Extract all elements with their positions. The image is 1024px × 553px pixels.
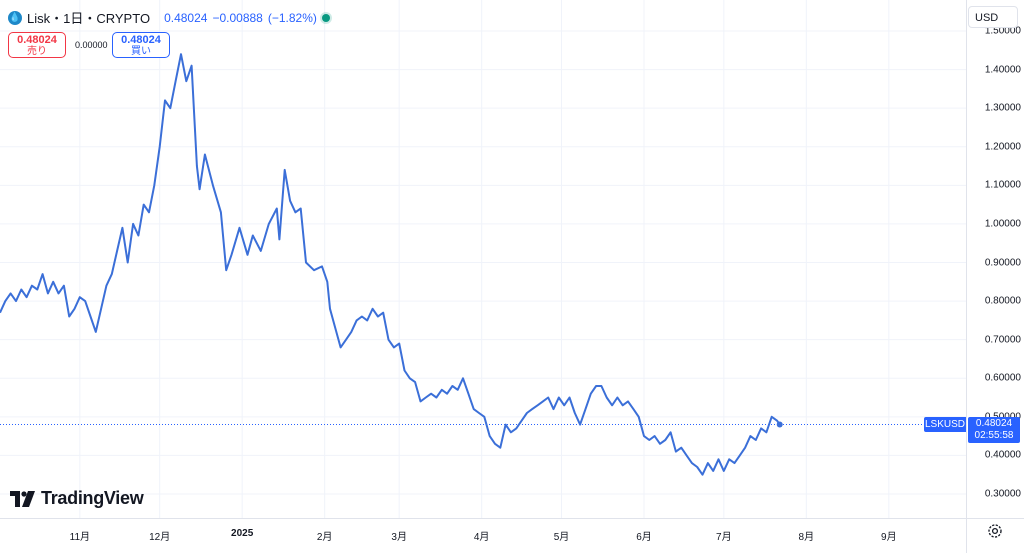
time-tick-label: 11月 (69, 532, 91, 543)
axis-corner (966, 518, 1024, 553)
buy-price: 0.48024 (121, 34, 161, 46)
bar-countdown: 02:55:58 (974, 430, 1014, 442)
price-tick-label: 0.90000 (984, 257, 1021, 268)
symbol-title[interactable]: Lisk・1日・CRYPTO (27, 11, 151, 26)
sell-label: 売り (27, 46, 47, 57)
price-tick-label: 1.30000 (984, 102, 1021, 114)
legend-change: −0.00888 (212, 10, 263, 25)
buy-button[interactable]: 0.48024 買い (112, 32, 170, 58)
spread-value: 0.00000 (75, 40, 108, 50)
time-tick-label: 6月 (636, 532, 652, 543)
time-tick-label: 2025 (231, 528, 254, 539)
price-tick-label: 0.40000 (984, 449, 1021, 461)
price-tick-label: 0.50000 (985, 411, 1021, 422)
price-series-line (0, 53, 781, 476)
chart-area[interactable] (0, 0, 966, 518)
price-tick-label: 0.30000 (984, 488, 1021, 500)
price-tick-label: 1.40000 (984, 64, 1021, 76)
price-tick-label: 1.50000 (984, 25, 1021, 37)
sell-button[interactable]: 0.48024 売り (8, 32, 66, 58)
time-tick-label: 3月 (391, 532, 407, 543)
market-open-dot-icon (321, 13, 330, 22)
time-tick-label: 2月 (316, 532, 333, 543)
tradingview-logo[interactable]: TradingView (10, 488, 144, 509)
water-drop-icon: 💧 (8, 10, 22, 25)
time-tick-label: 9月 (881, 532, 897, 543)
gear-icon[interactable] (987, 523, 1003, 539)
price-tick-label: 0.80000 (984, 295, 1021, 307)
symbol-price-tag: LSKUSD (924, 417, 966, 433)
time-axis[interactable]: 11月 12月 2025 2月 3月 4月 5月 6月 7月 8月 9月 (0, 518, 966, 553)
price-tick-label: 0.70000 (984, 334, 1021, 346)
price-tick-label: 0.60000 (984, 372, 1021, 384)
buy-label: 買い (131, 46, 151, 57)
time-tick-label: 8月 (798, 532, 815, 543)
price-chart[interactable] (0, 0, 966, 518)
price-tick-label: 1.10000 (984, 179, 1021, 191)
legend-change-percent: (−1.82%) (267, 10, 317, 25)
sell-price: 0.48024 (17, 34, 57, 46)
time-tick-label: 4月 (473, 532, 490, 543)
last-price-tag-value: 0.48024 (975, 418, 1013, 430)
price-tick-label: 1.20000 (984, 141, 1021, 153)
time-tick-label: 5月 (553, 532, 570, 543)
time-tick-label: 7月 (716, 532, 732, 543)
tradingview-logo-icon (10, 490, 35, 507)
time-tick-label: 12月 (149, 532, 171, 543)
last-price-tag: 0.48024 02:55:58 (968, 417, 1020, 444)
currency-selector[interactable]: USD (968, 6, 1018, 28)
price-tick-label: 1.00000 (984, 218, 1021, 230)
symbol-legend: 💧 Lisk・1日・CRYPTO 0.48024 −0.00888 (−1.82… (8, 8, 344, 27)
legend-last-price: 0.48024 (164, 10, 208, 25)
tradingview-logo-text: TradingView (41, 488, 144, 508)
last-price-point (776, 421, 783, 428)
